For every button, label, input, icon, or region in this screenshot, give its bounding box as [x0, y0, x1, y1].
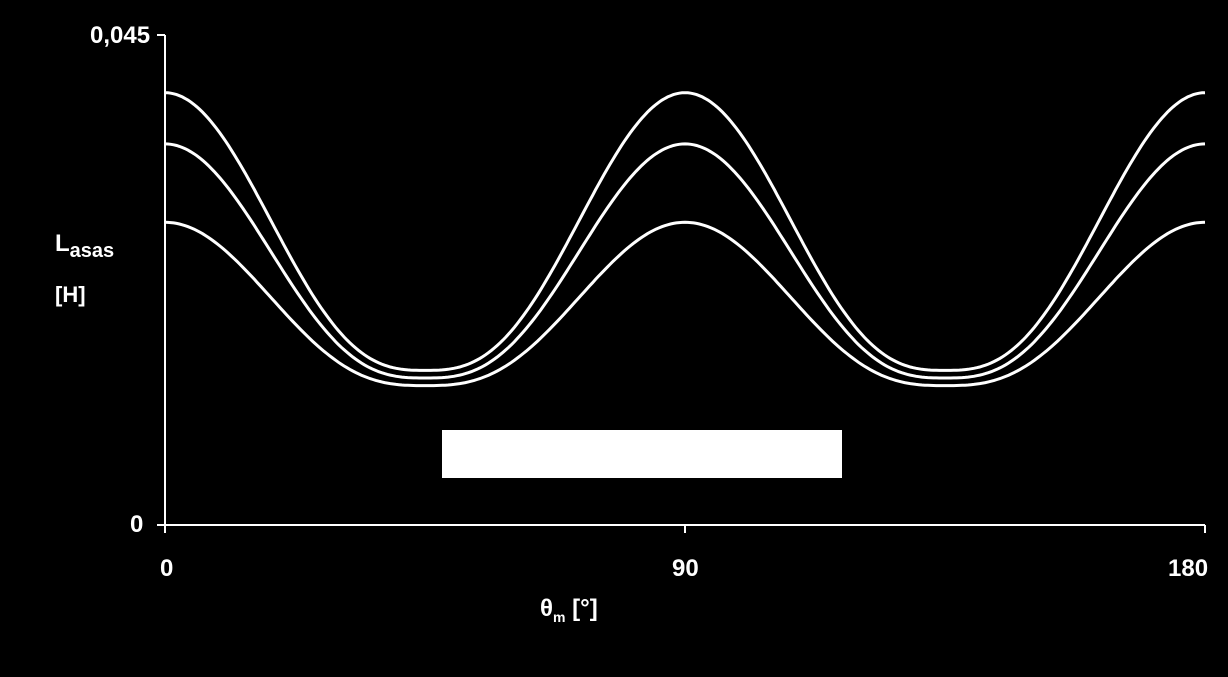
chart-container: 0,045 0 0 90 180 Lasas [H] θm [°]	[0, 0, 1228, 677]
y-axis-label: Lasas	[55, 230, 114, 263]
legend-box	[442, 430, 842, 478]
y-tick-min: 0	[130, 511, 143, 539]
y-tick-max: 0,045	[90, 22, 150, 50]
x-tick-90: 90	[672, 555, 699, 583]
x-axis-label: θm [°]	[540, 595, 598, 625]
x-tick-180: 180	[1168, 555, 1208, 583]
chart-svg	[0, 0, 1228, 677]
y-axis-unit: [H]	[55, 282, 86, 308]
x-tick-0: 0	[160, 555, 173, 583]
